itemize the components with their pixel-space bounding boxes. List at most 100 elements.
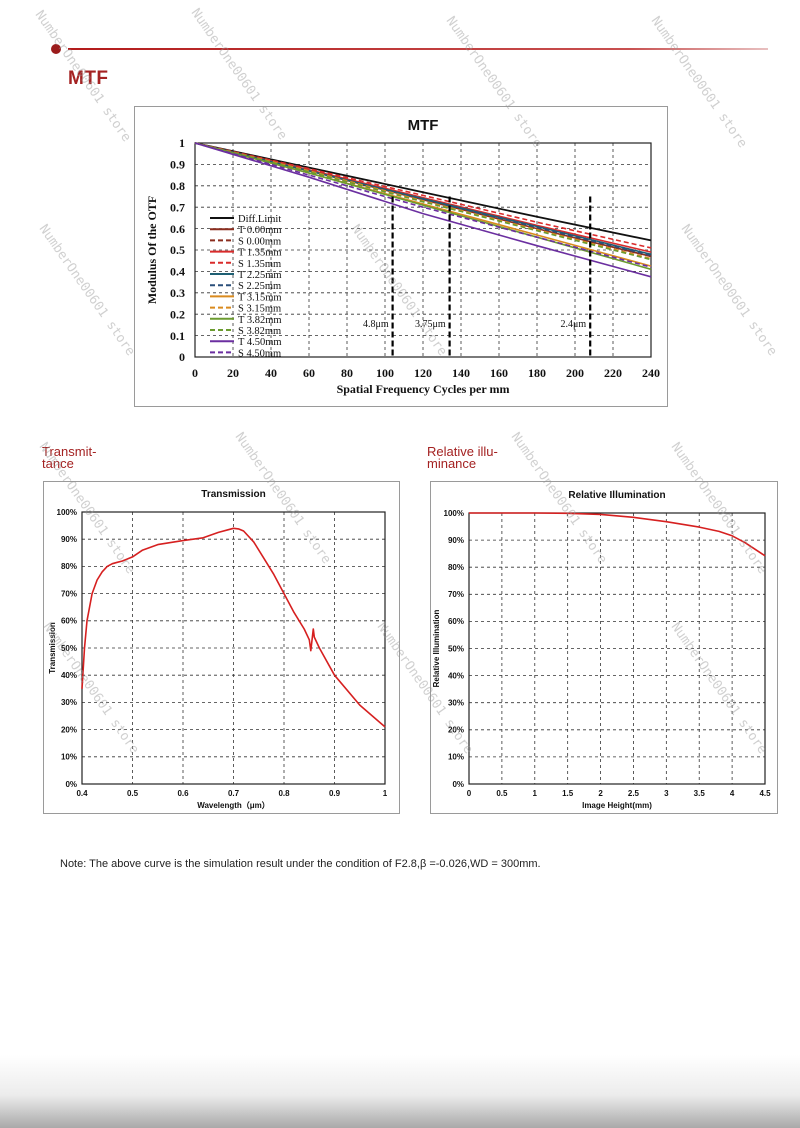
y-tick-label: 40% <box>61 671 77 680</box>
illuminance-section-title: Relative illu-minance <box>427 445 498 471</box>
simulation-note: Note: The above curve is the simulation … <box>60 858 541 870</box>
y-tick-label: 100% <box>57 508 77 517</box>
x-tick-label: 1 <box>533 789 538 798</box>
y-tick-label: 0.1 <box>170 329 185 343</box>
y-tick-label: 30% <box>61 698 77 707</box>
y-tick-label: 0.3 <box>170 286 185 300</box>
illuminance-title-line-2: minance <box>427 456 477 471</box>
x-tick-label: 0.8 <box>278 789 290 798</box>
legend-label: S 0.00mm <box>238 236 281 247</box>
chart-title: MTF <box>408 117 439 134</box>
transmission-chart: 0.4 0.5 0.6 0.7 0.8 0.9 1 0% 10% 20% 30% 40% 50% 60% 7… <box>43 481 400 814</box>
x-tick-label: 180 <box>528 366 546 380</box>
illumination-curve <box>469 512 766 557</box>
transmittance-title-line-2: tance <box>42 456 74 471</box>
x-tick-label: 4.5 <box>759 789 771 798</box>
resolution-marker-label: 4.8μm <box>363 319 389 330</box>
y-tick-label: 90% <box>448 536 464 545</box>
header-rule <box>68 48 768 50</box>
legend-label: S 2.25mm <box>238 281 281 292</box>
store-watermark: NumberOne00601 store <box>677 222 780 359</box>
x-tick-label: 2 <box>598 789 603 798</box>
relative-illumination-chart: 0 0.5 1 1.5 2 2.5 3 3.5 4 4.5 0% 10% 20% 30% 40% 50% 60%… <box>430 481 778 814</box>
plot-frame <box>194 142 652 358</box>
y-tick-label: 0% <box>65 780 77 789</box>
y-tick-label: 70% <box>448 590 464 599</box>
y-tick-label: 70% <box>61 589 77 598</box>
x-axis-label: Spatial Frequency Cycles per mm <box>337 382 510 396</box>
x-tick-label: 3.5 <box>694 789 706 798</box>
resolution-marker-label: 2.4μm <box>561 319 587 330</box>
mtf-series-line <box>194 142 652 249</box>
resolution-marker-label: 3.75μm <box>415 319 446 330</box>
y-axis-label: Relative Illumination <box>432 609 441 687</box>
plot-frame <box>81 511 386 785</box>
y-tick-label: 0.5 <box>170 243 185 257</box>
mtf-series-line <box>194 142 652 256</box>
x-tick-label: 0.7 <box>228 789 240 798</box>
y-tick-label: 1 <box>179 136 185 150</box>
mtf-chart-svg: 0 20 40 60 80 100 120 140 160 180 200 220 240 0 0.1 0.2… <box>145 117 660 396</box>
x-tick-label: 4 <box>730 789 735 798</box>
y-tick-label: 100% <box>444 509 464 518</box>
legend-label: S 4.50mm <box>238 348 281 359</box>
x-tick-label: 0 <box>192 366 198 380</box>
mtf-series-line <box>194 142 652 257</box>
legend-label: Diff.Limit <box>238 214 281 225</box>
chart-title: Transmission <box>201 489 265 500</box>
x-tick-label: 0.4 <box>76 789 88 798</box>
legend-label: S 3.15mm <box>238 304 281 315</box>
y-tick-label: 10% <box>61 753 77 762</box>
y-tick-label: 0.2 <box>170 307 185 321</box>
header-bullet <box>51 44 61 54</box>
y-tick-label: 20% <box>448 726 464 735</box>
x-axis-label: Wavelength（μm） <box>197 800 270 810</box>
y-tick-label: 30% <box>448 699 464 708</box>
x-tick-label: 0.9 <box>329 789 341 798</box>
mtf-series-line <box>194 142 652 260</box>
y-tick-label: 0.4 <box>170 265 185 279</box>
chart-title: Relative Illumination <box>568 490 665 501</box>
x-tick-label: 1.5 <box>562 789 574 798</box>
y-tick-label: 80% <box>61 562 77 571</box>
x-tick-label: 20 <box>227 366 239 380</box>
transmittance-title-line-1: Transmit- <box>42 444 97 459</box>
y-tick-label: 0.6 <box>170 222 185 236</box>
y-tick-label: 50% <box>448 644 464 653</box>
y-tick-label: 0.7 <box>170 200 185 214</box>
y-tick-label: 90% <box>61 535 77 544</box>
x-tick-label: 220 <box>604 366 622 380</box>
y-tick-label: 20% <box>61 725 77 734</box>
relative-illumination-chart-svg: 0 0.5 1 1.5 2 2.5 3 3.5 4 4.5 0% 10% 20% 30% 40% 50% 60%… <box>432 490 771 810</box>
y-tick-label: 50% <box>61 644 77 653</box>
x-tick-label: 120 <box>414 366 432 380</box>
y-tick-label: 80% <box>448 563 464 572</box>
legend-label: T 3.15mm <box>238 292 282 303</box>
y-axis-label: Modulus Of the OTF <box>145 196 159 304</box>
legend-label: S 3.82mm <box>238 326 281 337</box>
legend-label: T 3.82mm <box>238 315 282 326</box>
mtf-series-line <box>194 142 652 242</box>
x-tick-label: 1 <box>383 789 388 798</box>
x-tick-label: 100 <box>376 366 394 380</box>
mtf-series-line <box>194 142 652 278</box>
y-tick-label: 0% <box>452 780 464 789</box>
transmission-chart-svg: 0.4 0.5 0.6 0.7 0.8 0.9 10%10%20%30%40%50%60%7… <box>48 489 388 810</box>
x-tick-label: 0.6 <box>177 789 189 798</box>
y-tick-label: 0.8 <box>170 179 185 193</box>
x-tick-label: 0 <box>467 789 472 798</box>
legend-label: T 1.35mm <box>238 248 282 259</box>
footer-shade <box>0 1055 800 1128</box>
y-tick-label: 0 <box>179 350 185 364</box>
transmission-curve <box>81 527 386 728</box>
x-tick-label: 200 <box>566 366 584 380</box>
x-tick-label: 0.5 <box>496 789 508 798</box>
y-tick-label: 60% <box>61 617 77 626</box>
y-axis-label: Transmission <box>48 622 57 674</box>
mtf-chart: 0 20 40 60 80 100 120 140 160 180 200 220 240 0 0.1 0.2… <box>134 106 668 407</box>
x-tick-label: 80 <box>341 366 353 380</box>
legend-label: T 0.00mm <box>238 225 282 236</box>
store-watermark: NumberOne00601 store <box>35 222 138 359</box>
x-tick-label: 140 <box>452 366 470 380</box>
y-tick-label: 40% <box>448 671 464 680</box>
